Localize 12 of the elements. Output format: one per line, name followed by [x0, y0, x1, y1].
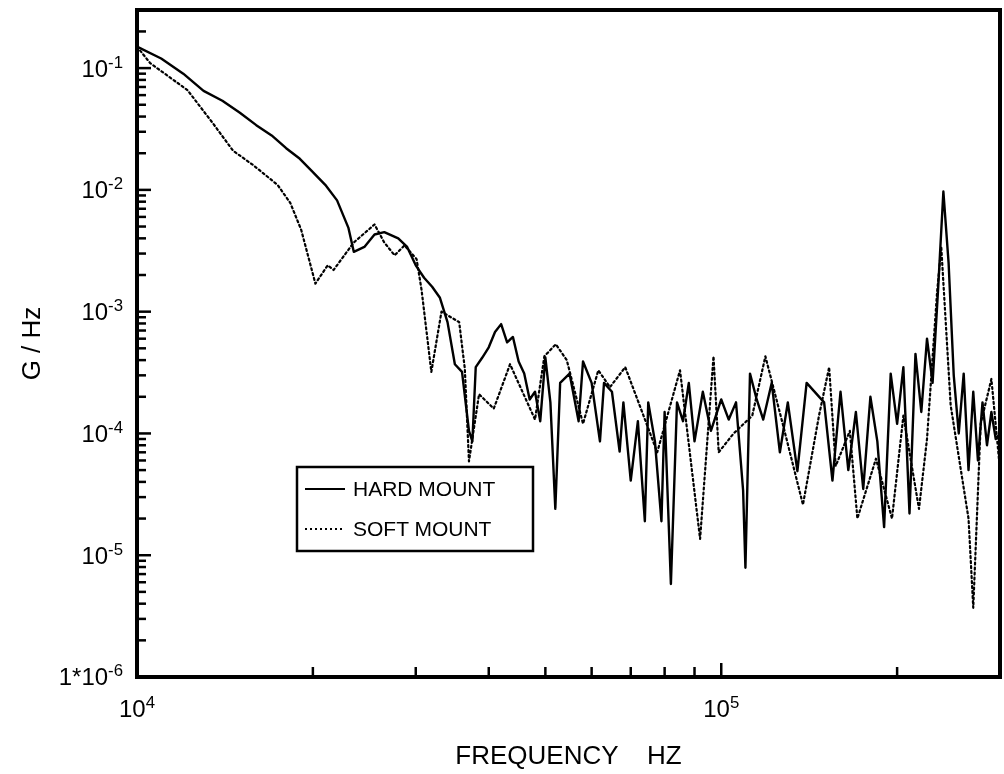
y-tick-label: 10$^{-2}$ [81, 173, 123, 204]
legend-label: SOFT MOUNT [353, 517, 492, 540]
x-tick-label: 10$^{5}$ [703, 692, 740, 722]
y-tick-label: 10$^{-4}$ [81, 417, 123, 447]
x-tick-label: 10$^{4}$ [118, 692, 156, 722]
y-tick-label: 1*10$^{-6}$ [58, 660, 123, 691]
y-tick-label: 10$^{-3}$ [81, 295, 123, 326]
y-axis-title: G / Hz [16, 306, 46, 381]
y-tick-label: 10$^{-1}$ [81, 52, 123, 82]
legend-label: HARD MOUNT [353, 477, 496, 500]
y-tick-label: 10$^{-5}$ [81, 539, 123, 569]
x-axis-title: FREQUENCY HZ [455, 740, 682, 770]
